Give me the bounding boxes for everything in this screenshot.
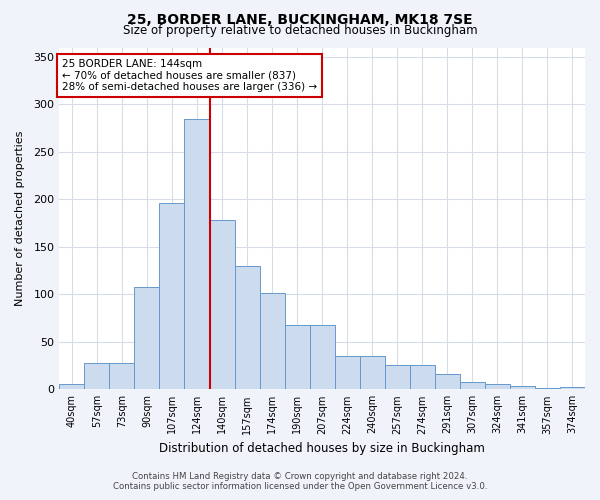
Text: 25, BORDER LANE, BUCKINGHAM, MK18 7SE: 25, BORDER LANE, BUCKINGHAM, MK18 7SE [127,12,473,26]
Bar [560,388,585,390]
Y-axis label: Number of detached properties: Number of detached properties [15,130,25,306]
Bar [410,364,435,390]
Bar [284,324,310,390]
Bar [134,287,160,390]
Bar [385,364,410,390]
Bar [360,356,385,390]
Text: Size of property relative to detached houses in Buckingham: Size of property relative to detached ho… [122,24,478,37]
Bar [109,362,134,390]
Text: 25 BORDER LANE: 144sqm
← 70% of detached houses are smaller (837)
28% of semi-de: 25 BORDER LANE: 144sqm ← 70% of detached… [62,59,317,92]
X-axis label: Distribution of detached houses by size in Buckingham: Distribution of detached houses by size … [159,442,485,455]
Bar [59,384,85,390]
Bar [310,324,335,390]
Bar [260,294,284,390]
Bar [235,266,260,390]
Bar [510,386,535,390]
Bar [184,118,209,390]
Text: Contains HM Land Registry data © Crown copyright and database right 2024.
Contai: Contains HM Land Registry data © Crown c… [113,472,487,491]
Bar [85,362,109,390]
Bar [435,374,460,390]
Bar [335,356,360,390]
Bar [485,384,510,390]
Bar [535,388,560,390]
Bar [160,203,184,390]
Bar [209,220,235,390]
Bar [460,382,485,390]
